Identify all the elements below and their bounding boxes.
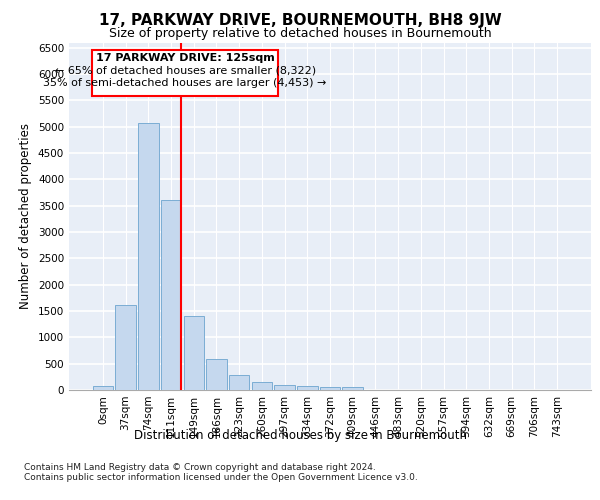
Bar bbox=[229, 374, 250, 390]
Text: Contains HM Land Registry data © Crown copyright and database right 2024.: Contains HM Land Registry data © Crown c… bbox=[24, 464, 376, 472]
Text: ← 65% of detached houses are smaller (8,322): ← 65% of detached houses are smaller (8,… bbox=[55, 65, 316, 75]
Text: 17 PARKWAY DRIVE: 125sqm: 17 PARKWAY DRIVE: 125sqm bbox=[96, 53, 275, 63]
Text: 17, PARKWAY DRIVE, BOURNEMOUTH, BH8 9JW: 17, PARKWAY DRIVE, BOURNEMOUTH, BH8 9JW bbox=[98, 12, 502, 28]
Bar bbox=[343, 388, 363, 390]
Bar bbox=[93, 386, 113, 390]
Bar bbox=[184, 316, 204, 390]
Text: Distribution of detached houses by size in Bournemouth: Distribution of detached houses by size … bbox=[133, 430, 467, 442]
Bar bbox=[320, 387, 340, 390]
Bar bbox=[251, 382, 272, 390]
Bar bbox=[297, 386, 317, 390]
Bar bbox=[161, 200, 181, 390]
Y-axis label: Number of detached properties: Number of detached properties bbox=[19, 123, 32, 309]
Bar bbox=[138, 122, 158, 390]
Text: Size of property relative to detached houses in Bournemouth: Size of property relative to detached ho… bbox=[109, 28, 491, 40]
Text: Contains public sector information licensed under the Open Government Licence v3: Contains public sector information licen… bbox=[24, 474, 418, 482]
Bar bbox=[206, 359, 227, 390]
Text: 35% of semi-detached houses are larger (4,453) →: 35% of semi-detached houses are larger (… bbox=[43, 78, 327, 88]
Bar bbox=[274, 384, 295, 390]
Bar bbox=[115, 304, 136, 390]
FancyBboxPatch shape bbox=[92, 50, 278, 96]
